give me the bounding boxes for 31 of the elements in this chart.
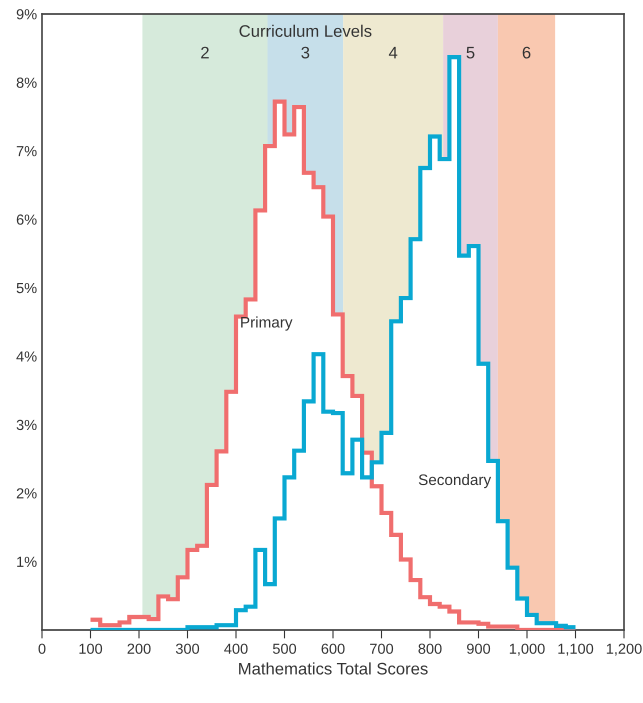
x-tick-label: 900	[467, 644, 490, 654]
x-tick-label: 1,000	[510, 644, 545, 656]
band-label: 4	[388, 46, 398, 58]
x-tick-label: 300	[176, 644, 200, 654]
x-tick-label: 1,100	[558, 644, 594, 656]
x-axis-title: Mathematics Total Scores	[239, 662, 428, 675]
y-tick-label: 7%	[16, 146, 37, 156]
x-tick-label: 700	[370, 644, 394, 654]
y-tick-label: 9%	[16, 9, 37, 20]
band-label: 6	[522, 46, 530, 59]
x-tick-label: 400	[224, 644, 248, 654]
x-tick-label: 200	[128, 644, 151, 654]
annotation: Curriculum Levels	[240, 24, 372, 37]
y-tick-label: 4%	[16, 351, 37, 362]
band-label: 3	[301, 46, 310, 59]
y-tick-label: 3%	[16, 420, 37, 430]
y-tick-label: 2%	[16, 488, 37, 498]
y-tick-label: 1%	[17, 556, 37, 567]
x-tick-label: 0	[38, 644, 46, 654]
y-tick-label: 5%	[16, 282, 37, 294]
band-label: 2	[201, 46, 209, 58]
y-tick-label: 6%	[16, 214, 37, 225]
x-tick-label: 500	[272, 644, 296, 654]
x-tick-label: 600	[322, 644, 345, 654]
x-tick-label: 1,200	[606, 644, 642, 656]
series-label: Primary	[241, 316, 293, 331]
y-tick-label: 8%	[16, 78, 37, 88]
band-label: 5	[466, 46, 474, 59]
x-tick-label: 100	[79, 644, 102, 654]
x-tick-label: 800	[418, 644, 442, 654]
series-label: Secondary	[418, 474, 492, 488]
